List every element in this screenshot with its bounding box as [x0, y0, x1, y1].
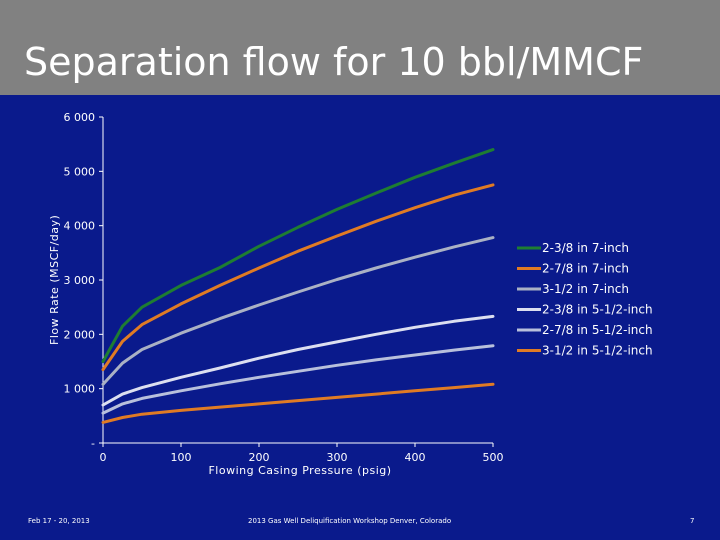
footer-date: Feb 17 - 20, 2013: [28, 517, 90, 525]
series-line-2: [101, 183, 495, 372]
legend-label: 2-3/8 in 5-1/2-inch: [542, 303, 653, 317]
series-line-6: [101, 382, 495, 424]
legend-label: 3-1/2 in 7-inch: [542, 282, 629, 296]
y-tick-label: 4 000: [64, 220, 96, 233]
y-tick-label: 2 000: [64, 328, 96, 341]
slide-title: Separation flow for 10 bbl/MMCF: [24, 40, 644, 84]
y-tick-label: 3 000: [64, 274, 96, 287]
legend-label: 2-7/8 in 7-inch: [542, 262, 629, 276]
y-tick-label: 6 000: [64, 111, 96, 124]
footer-workshop: 2013 Gas Well Deliquification Workshop D…: [248, 517, 452, 525]
footer-page-number: 7: [690, 517, 695, 525]
y-tick-label: 1 000: [64, 383, 96, 396]
series-line-3: [101, 236, 495, 386]
y-tick-label: 5 000: [64, 165, 96, 178]
y-tick-label: -: [91, 437, 95, 450]
x-tick-label: 400: [405, 451, 426, 464]
legend-label: 2-7/8 in 5-1/2-inch: [542, 323, 653, 337]
y-axis-label: Flow Rate (MSCF/day): [48, 215, 61, 345]
series-line-5: [101, 344, 495, 415]
x-tick-label: 300: [327, 451, 348, 464]
series-line-4: [101, 314, 495, 407]
x-tick-label: 100: [171, 451, 192, 464]
series-line-1: [101, 148, 495, 363]
legend-label: 3-1/2 in 5-1/2-inch: [542, 344, 653, 358]
x-tick-label: 500: [483, 451, 504, 464]
plot-area: - 1 000 2 000 3 000 4 000 5 000 6 000 0 100 200 30…: [64, 111, 653, 464]
x-tick-label: 0: [100, 451, 107, 464]
x-tick-label: 200: [249, 451, 270, 464]
x-axis-label: Flowing Casing Pressure (psig): [208, 464, 391, 477]
legend-label: 2-3/8 in 7-inch: [542, 241, 629, 255]
title-band: [0, 0, 720, 95]
